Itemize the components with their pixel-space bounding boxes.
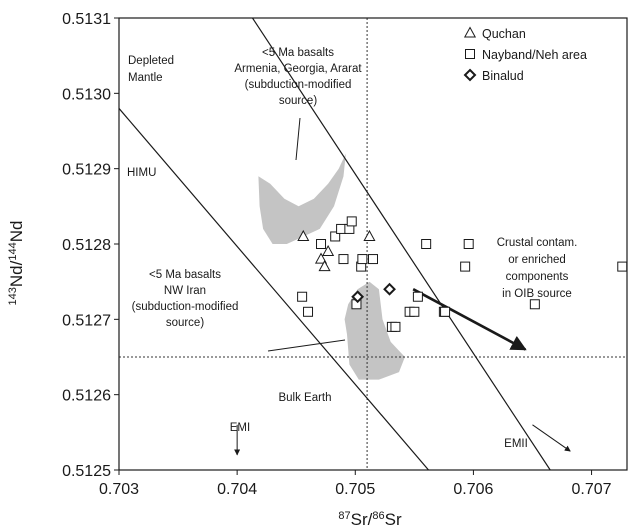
nw-iran-label-line-4: source)	[166, 317, 205, 329]
emi-label: EMI	[230, 422, 250, 434]
y-tick-label-4: 0.5128	[62, 237, 111, 254]
x-tick-label-1: 0.703	[99, 481, 139, 498]
legend-marker-nayband-neh-area	[465, 49, 475, 59]
nayband-neh-area-point-10	[421, 239, 432, 249]
nayband-neh-area-point-1	[316, 239, 327, 249]
quchan-point-3	[318, 260, 331, 272]
armenia-label-line-2: Armenia, Georgia, Ararat	[234, 63, 362, 75]
legend-marker-binalud	[463, 68, 477, 82]
quchan-point-4	[322, 244, 335, 257]
armenia-field	[258, 153, 346, 244]
binalud-point-1	[351, 290, 365, 304]
nw-iran-label-line-2: NW Iran	[164, 285, 206, 297]
nw-iran-label-line-3: (subduction-modified	[132, 301, 239, 313]
armenia-label-line-3: (subduction-modified	[245, 79, 352, 91]
quchan-point-2	[314, 252, 328, 264]
armenia-label-line-1: <5 Ma basalts	[262, 47, 334, 59]
nayband-neh-area-point-21	[409, 306, 420, 317]
emii-arrow	[532, 424, 571, 452]
armenia-label-line-4: source)	[279, 95, 318, 107]
nayband-neh-area-point-17	[412, 291, 423, 302]
mantle-line-1	[251, 18, 551, 470]
nayband-neh-area-point-13	[617, 261, 628, 272]
crustal-arrow	[412, 288, 527, 351]
himu-label: HIMU	[127, 167, 156, 179]
quchan-point-5	[363, 229, 376, 241]
nayband-neh-area-point-5	[346, 216, 357, 227]
bulk-earth-label: Bulk Earth	[278, 392, 331, 404]
x-tick-label-2: 0.704	[217, 481, 257, 498]
y-axis-title: 143Nd/144Nd	[7, 221, 26, 306]
crustal-label-line-1: Crustal contam.	[497, 237, 578, 249]
nayband-neh-area-point-15	[303, 306, 314, 317]
x-axis-title: 87Sr/86Sr	[338, 510, 402, 529]
binalud-point-2	[383, 282, 396, 296]
y-tick-label-2: 0.5126	[62, 388, 111, 405]
y-tick-label-6: 0.5130	[62, 86, 111, 103]
mantle-line-2	[119, 108, 429, 470]
x-tick-label-3: 0.705	[335, 481, 375, 498]
y-tick-label-5: 0.5129	[62, 162, 111, 179]
x-tick-label-5: 0.707	[572, 481, 612, 498]
nayband-neh-area-point-23	[440, 306, 451, 317]
legend-label-binalud: Binalud	[482, 69, 524, 83]
nayband-neh-area-point-9	[368, 254, 378, 265]
nayband-neh-area-point-19	[390, 321, 401, 332]
legend-label-nayband-neh-area: Nayband/Neh area	[482, 48, 587, 62]
nayband-neh-area-point-24	[529, 299, 540, 310]
legend-marker-quchan	[463, 26, 477, 38]
y-tick-label-7: 0.5131	[62, 11, 111, 28]
armenia-leader	[295, 117, 301, 161]
legend-label-quchan: Quchan	[482, 27, 526, 41]
emii-label: EMII	[504, 438, 528, 450]
depleted-mantle-label-line-1: Depleted	[128, 55, 174, 67]
nw-iran-leader	[267, 339, 346, 352]
nayband-neh-area-point-8	[357, 254, 368, 265]
y-tick-label-3: 0.5127	[62, 312, 111, 329]
plot-area: Depleted Mantle <5 Ma basalts Armenia, Geor…	[62, 11, 628, 498]
nayband-neh-area-point-6	[338, 254, 349, 265]
nayband-neh-area-point-14	[297, 291, 308, 302]
x-tick-label-4: 0.706	[453, 481, 493, 498]
nayband-neh-area-point-12	[460, 261, 471, 272]
nw-iran-label-line-1: <5 Ma basalts	[149, 269, 221, 281]
y-tick-label-1: 0.5125	[62, 463, 111, 480]
nayband-neh-area-point-3	[336, 223, 347, 234]
crustal-label-line-3: components	[506, 271, 569, 283]
nayband-neh-area-point-2	[330, 231, 341, 242]
legend: Quchan Nayband/Neh area Binalud	[463, 26, 587, 83]
crustal-label-line-4: in OIB source	[502, 288, 572, 300]
depleted-mantle-label-line-2: Mantle	[128, 72, 163, 84]
nayband-neh-area-point-11	[463, 239, 474, 249]
mantle-lines	[119, 18, 551, 470]
crustal-label-line-2: or enriched	[508, 254, 566, 266]
quchan-point-1	[297, 229, 310, 241]
